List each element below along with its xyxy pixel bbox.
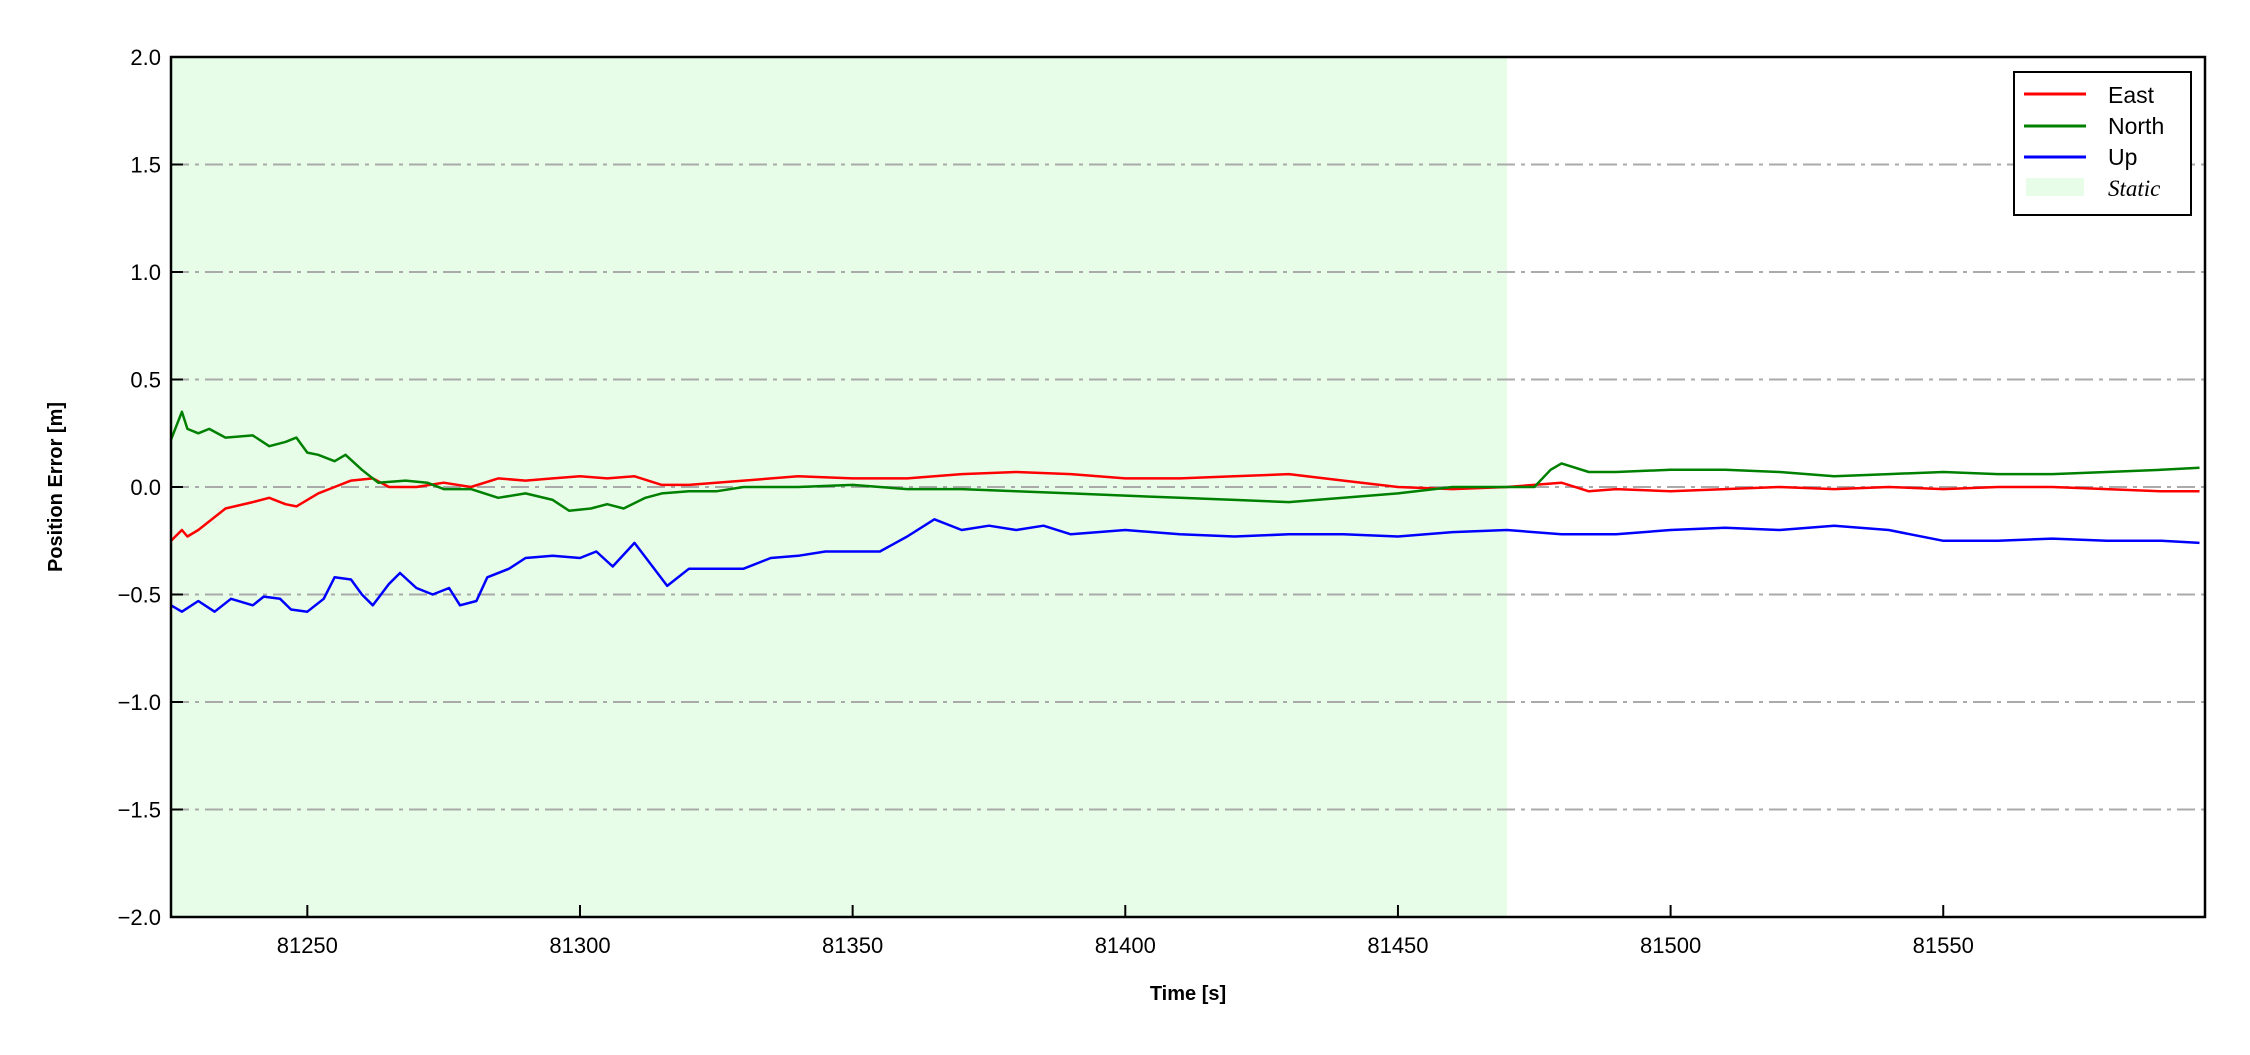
x-axis-label: Time [s] (1150, 983, 1226, 1005)
legend-static-swatch (2026, 178, 2084, 196)
x-tick-label: 81250 (277, 933, 338, 958)
x-tick-label: 81300 (549, 933, 610, 958)
y-tick-label: −2.0 (118, 905, 161, 930)
x-tick-label: 81450 (1367, 933, 1428, 958)
y-tick-label: −0.5 (118, 583, 161, 608)
y-tick-label: −1.0 (118, 690, 161, 715)
x-tick-label: 81350 (822, 933, 883, 958)
series-line-north (169, 410, 2200, 512)
x-tick-label: 81500 (1640, 933, 1701, 958)
y-tick-label: 0.0 (130, 475, 161, 500)
x-tick-label: 81550 (1913, 933, 1974, 958)
y-tick-label: −1.5 (118, 798, 161, 823)
legend: East North Up Static (2013, 71, 2192, 216)
series-line-up (170, 518, 2200, 613)
series-line-east (170, 470, 2200, 542)
legend-up-label: Up (2108, 144, 2137, 170)
x-tick-label: 81400 (1095, 933, 1156, 958)
y-tick-label: 0.5 (130, 368, 161, 393)
legend-north-label: North (2108, 113, 2164, 139)
y-tick-label: 2.0 (130, 45, 161, 70)
legend-east-label: East (2108, 82, 2155, 108)
legend-static-label: Static (2108, 176, 2160, 201)
y-axis-label: Position Error [m] (45, 402, 67, 572)
y-tick-label: 1.5 (130, 153, 161, 178)
y-tick-label: 1.0 (130, 260, 161, 285)
